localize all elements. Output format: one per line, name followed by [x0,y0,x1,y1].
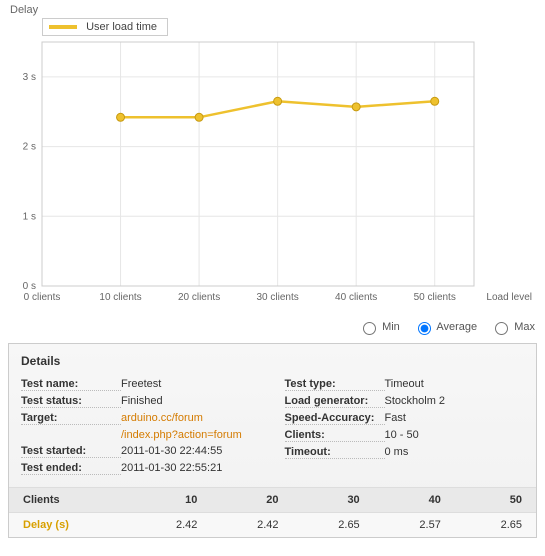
label-test-ended: Test ended: [21,462,121,475]
value-test-status: Finished [121,395,261,408]
value-load-generator: Stockholm 2 [385,395,525,408]
label-test-type: Test type: [285,378,385,391]
line-chart: 0 s 1 s 2 s 3 s 0 clients 10 clients 20 client… [8,36,536,308]
legend-swatch [49,25,77,29]
results-header-row: Clients1020304050 [9,488,536,513]
chart-legend: User load time [42,18,168,36]
radio-min[interactable]: Min [358,321,400,333]
details-heading: Details [9,344,536,376]
details-panel: Details Test name:Freetest Test status:F… [8,343,537,538]
svg-text:40 clients: 40 clients [335,292,377,303]
label-test-status: Test status: [21,395,121,408]
svg-text:1 s: 1 s [23,211,36,222]
svg-text:2 s: 2 s [23,142,36,153]
label-test-started: Test started: [21,445,121,458]
svg-text:0 s: 0 s [23,281,36,292]
y-axis-label: Delay [10,4,537,16]
svg-text:20 clients: 20 clients [178,292,220,303]
svg-text:Load level: Load level [486,292,532,303]
radio-average[interactable]: Average [413,321,477,333]
label-speed-accuracy: Speed-Accuracy: [285,412,385,425]
value-test-name: Freetest [121,378,261,391]
svg-text:0 clients: 0 clients [24,292,61,303]
label-target: Target: [21,412,121,425]
label-load-generator: Load generator: [285,395,385,408]
label-clients: Clients: [285,429,385,442]
value-clients: 10 - 50 [385,429,525,442]
aggregation-radios: Min Average Max [0,315,545,343]
label-test-name: Test name: [21,378,121,391]
value-test-type: Timeout [385,378,525,391]
label-timeout: Timeout: [285,446,385,459]
svg-text:3 s: 3 s [23,72,36,83]
results-table: Clients1020304050 Delay (s)2.422.422.652… [9,487,536,537]
value-target-line2[interactable]: /index.php?action=forum [121,429,242,441]
value-speed-accuracy: Fast [385,412,525,425]
svg-text:50 clients: 50 clients [414,292,456,303]
svg-text:10 clients: 10 clients [99,292,141,303]
value-test-ended: 2011-01-30 22:55:21 [121,462,261,475]
details-right-column: Test type:Timeout Load generator:Stockho… [285,376,525,477]
value-test-started: 2011-01-30 22:44:55 [121,445,261,458]
results-data-row: Delay (s)2.422.422.652.572.65 [9,513,536,538]
details-left-column: Test name:Freetest Test status:Finished … [21,376,261,477]
radio-max[interactable]: Max [490,321,535,333]
svg-text:30 clients: 30 clients [257,292,299,303]
legend-label: User load time [86,21,157,33]
value-timeout: 0 ms [385,446,525,459]
value-target-line1[interactable]: arduino.cc/forum [121,412,203,424]
